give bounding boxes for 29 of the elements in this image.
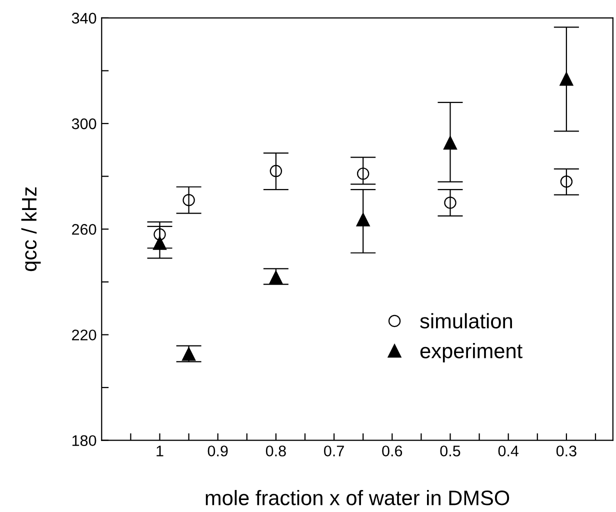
y-tick-label: 180 — [72, 435, 96, 446]
y-tick-label: 340 — [72, 12, 96, 24]
x-tick-label: 1 — [156, 446, 164, 456]
point — [356, 212, 370, 226]
x-tick-label: 0.4 — [498, 446, 519, 456]
point — [270, 164, 282, 178]
point — [152, 236, 167, 250]
legend-label: experiment — [420, 343, 522, 362]
y-tick-label: 220 — [72, 330, 96, 340]
x-tick-label: 0.5 — [440, 446, 460, 456]
point — [154, 228, 166, 241]
y-tick-label: 260 — [72, 224, 96, 235]
x-tick-label: 0.9 — [208, 446, 228, 456]
x-tick-label: 0.7 — [324, 446, 344, 456]
y-tick-label: 300 — [72, 118, 96, 130]
y-axis-title: qcc / kHz — [21, 187, 41, 272]
point — [560, 175, 573, 188]
point — [182, 347, 196, 361]
x-axis-title: mole fraction x of water in DMSO — [206, 490, 510, 506]
x-tick-label: 0.6 — [382, 446, 402, 456]
point — [356, 168, 370, 180]
point — [269, 270, 283, 284]
point — [182, 194, 195, 206]
legend-label: simulation — [420, 313, 512, 328]
x-tick-label: 0.8 — [266, 446, 286, 456]
point — [560, 72, 574, 86]
point — [443, 136, 458, 150]
point — [444, 196, 456, 209]
x-tick-label: 0.3 — [556, 446, 576, 456]
